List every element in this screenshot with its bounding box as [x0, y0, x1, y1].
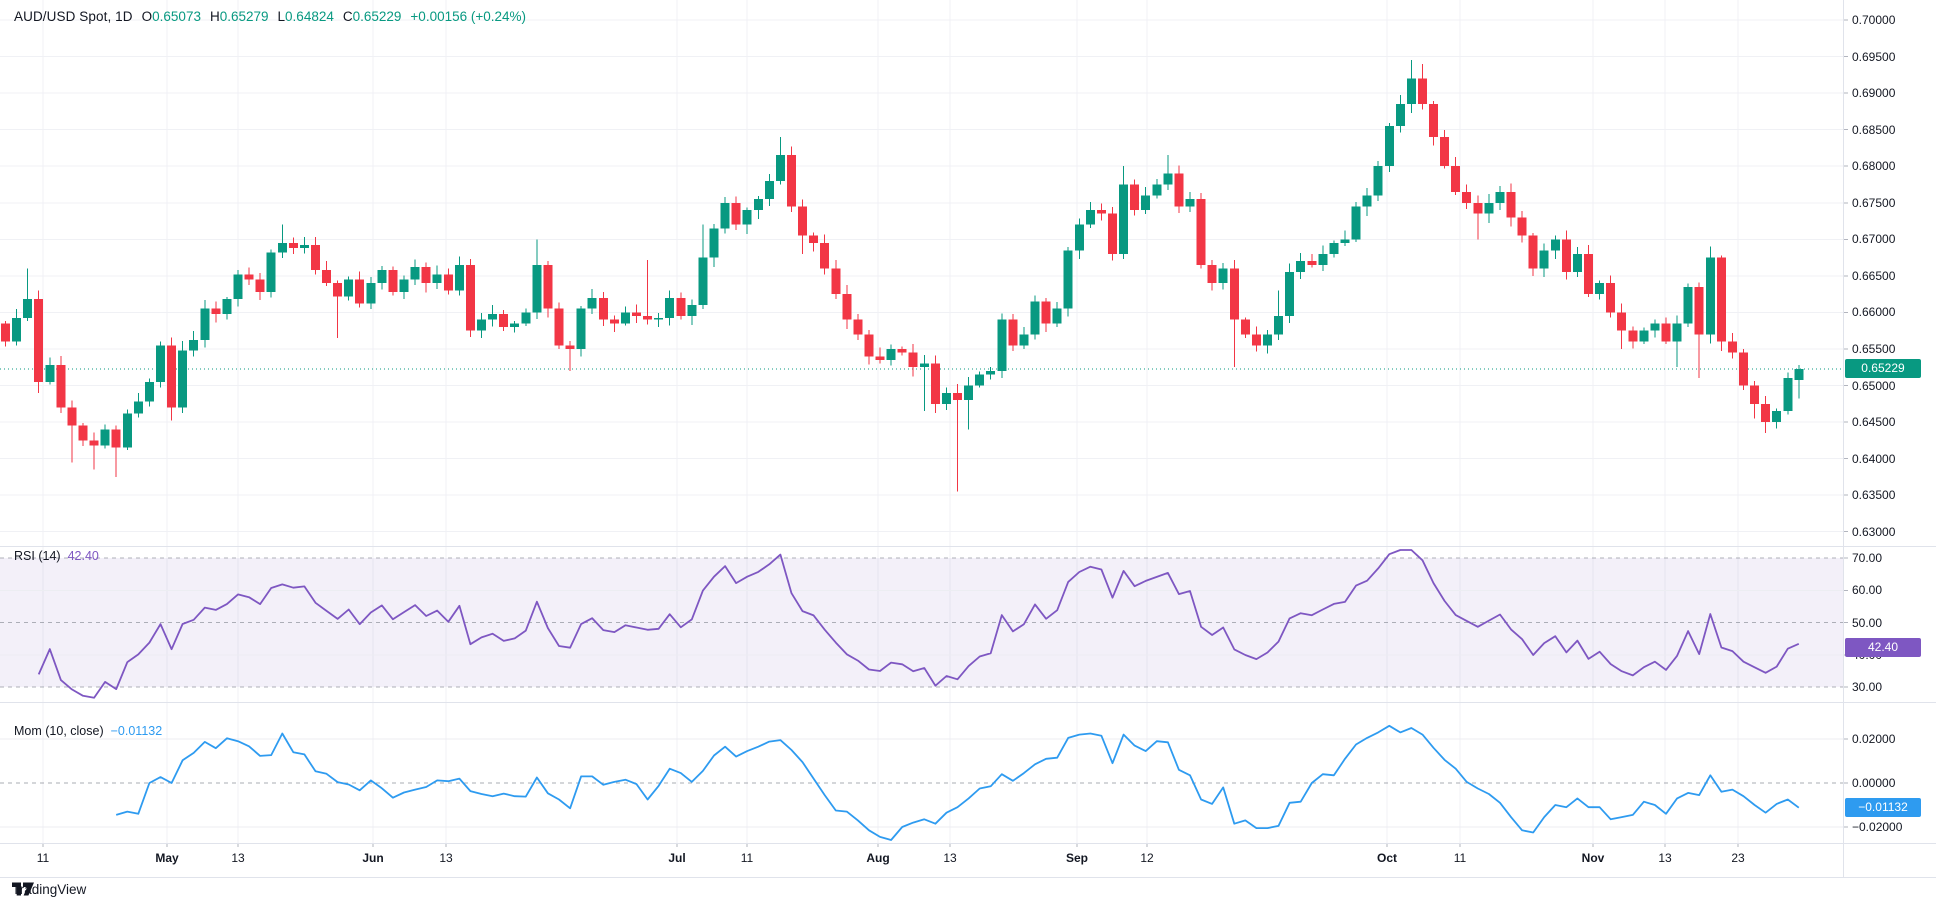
mom-title[interactable]: Mom (10, close) [14, 724, 104, 738]
axis-tick-label: 60.00 [1852, 583, 1883, 598]
axis-tick-label: 0.67000 [1852, 232, 1896, 247]
time-label-day: 11 [740, 851, 754, 865]
scale-border [1843, 0, 1844, 877]
axis-tick-label: 0.68000 [1852, 159, 1896, 174]
mom-value-badge: −0.01132 [1845, 798, 1921, 818]
time-label-day: 13 [231, 851, 245, 865]
axis-tick-label: 0.64000 [1852, 451, 1896, 466]
time-label-day: 11 [36, 851, 50, 865]
time-scale[interactable]: 11 May 13 Jun 13 Jul 11 Aug 13 Sep 12 Oct 11 Nov 13 23 [0, 843, 1936, 877]
axis-tick-label: −0.02000 [1852, 820, 1903, 834]
axis-tick-label: 0.00000 [1852, 776, 1896, 790]
axis-tick-label: 0.63500 [1852, 488, 1896, 503]
time-label-day: 13 [943, 851, 957, 865]
rsi-title[interactable]: RSI (14) [14, 549, 61, 563]
axis-tick-label: 0.02000 [1852, 732, 1896, 746]
time-label-month: Sep [1065, 851, 1089, 865]
panel-divider [0, 843, 1936, 844]
tradingview-attribution[interactable]: TradingView [12, 882, 86, 897]
last-price-badge: 0.65229 [1845, 359, 1921, 379]
axis-tick-label: 0.66000 [1852, 305, 1896, 320]
time-label-day: 12 [1140, 851, 1154, 865]
time-label-day: 13 [1658, 851, 1672, 865]
axis-tick-label: 50.00 [1852, 615, 1883, 630]
axis-tick-label: 0.65500 [1852, 341, 1896, 356]
ohlc-close: C0.65229 [342, 9, 402, 24]
time-label-day: 11 [1453, 851, 1467, 865]
axis-tick-label: 0.66500 [1852, 268, 1896, 283]
time-label-month: Jun [362, 851, 384, 865]
time-label-month: May [155, 851, 179, 865]
ohlc-high: H0.65279 [209, 9, 269, 24]
time-label-month: Oct [1376, 851, 1398, 865]
symbol-title[interactable]: AUD/USD Spot, 1D [14, 9, 133, 24]
change-value: +0.00156 (+0.24%) [410, 9, 527, 24]
rsi-value-badge: 42.40 [1845, 637, 1921, 657]
ohlc-open: O0.65073 [141, 9, 201, 24]
ohlc-low: L0.64824 [277, 9, 334, 24]
axis-tick-label: 0.69500 [1852, 49, 1896, 64]
panel-divider[interactable] [0, 702, 1936, 703]
mom-value: −0.01132 [110, 724, 163, 738]
axis-tick-label: 0.67500 [1852, 195, 1896, 210]
mom-indicator-label: Mom (10, close) −0.01132 [14, 724, 162, 738]
time-label-month: Nov [1581, 851, 1605, 865]
panel-divider [0, 877, 1936, 878]
axis-tick-label: 0.65000 [1852, 378, 1896, 393]
axis-tick-label: 0.64500 [1852, 415, 1896, 430]
axis-tick-label: 0.70000 [1852, 13, 1896, 27]
time-label-day: 23 [1731, 851, 1745, 865]
time-label-day: 13 [439, 851, 453, 865]
symbol-header: AUD/USD Spot, 1D O0.65073 H0.65279 L0.64… [14, 9, 526, 24]
axis-tick-label: 0.63000 [1852, 524, 1896, 539]
price-scale[interactable]: 0.70000 0.69500 0.69000 0.68500 0.68000 0.675… [1844, 0, 1936, 878]
tradingview-logo-icon [12, 882, 34, 896]
time-label-month: Aug [866, 851, 890, 865]
panel-divider[interactable] [0, 546, 1936, 547]
rsi-indicator-label: RSI (14) 42.40 [14, 549, 99, 563]
time-label-month: Jul [668, 851, 686, 865]
axis-tick-label: 0.69000 [1852, 86, 1896, 101]
axis-tick-label: 70.00 [1852, 551, 1883, 565]
axis-tick-label: 0.68500 [1852, 122, 1896, 137]
rsi-value: 42.40 [67, 549, 99, 563]
axis-tick-label: 30.00 [1852, 680, 1883, 694]
